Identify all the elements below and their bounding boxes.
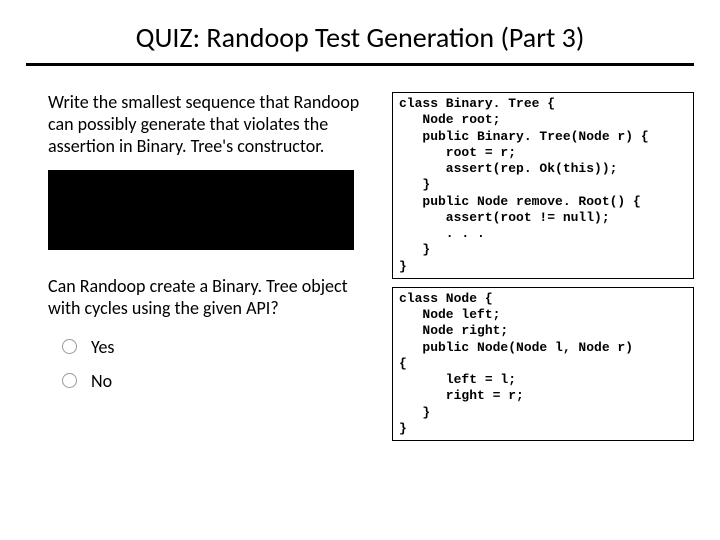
option-yes[interactable]: Yes (62, 336, 384, 358)
content-row: Write the smallest sequence that Randoop… (0, 66, 720, 449)
question1-text: Write the smallest sequence that Randoop… (48, 92, 384, 158)
option-yes-label: Yes (91, 336, 114, 358)
radio-icon (62, 339, 77, 354)
code-box-node: class Node { Node left; Node right; publ… (392, 287, 694, 441)
left-column: Write the smallest sequence that Randoop… (48, 92, 384, 449)
answer-input-area[interactable] (48, 170, 354, 250)
option-no-label: No (91, 370, 112, 392)
page-title: QUIZ: Randoop Test Generation (Part 3) (0, 0, 720, 63)
question2-text: Can Randoop create a Binary. Tree object… (48, 276, 384, 320)
code-text-node: class Node { Node left; Node right; publ… (399, 291, 687, 437)
right-column: class Binary. Tree { Node root; public B… (392, 92, 694, 449)
code-text-binarytree: class Binary. Tree { Node root; public B… (399, 96, 687, 275)
radio-icon (62, 373, 77, 388)
radio-group: Yes No (62, 336, 384, 392)
option-no[interactable]: No (62, 370, 384, 392)
code-box-binarytree: class Binary. Tree { Node root; public B… (392, 92, 694, 279)
